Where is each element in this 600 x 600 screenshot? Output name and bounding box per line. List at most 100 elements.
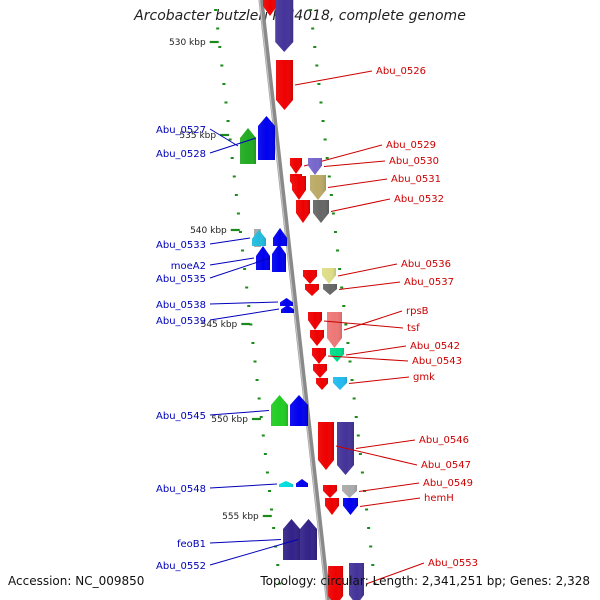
forward-gene-abu-0529 <box>290 158 302 174</box>
kbp-tick-label: 545 kbp <box>201 320 238 330</box>
minor-forward-gene-8 <box>323 485 337 498</box>
forward-gene-tsf-shade <box>308 312 322 330</box>
reverse-gene-label-abu-0528: Abu_0528 <box>156 149 206 160</box>
backbone-highlight <box>258 0 328 600</box>
forward-gene-abu-0526 <box>276 60 293 110</box>
forward-gene-rpsb <box>327 312 342 348</box>
forward-gene-tsf <box>308 312 322 330</box>
minor-reverse-gene-1-shade <box>290 395 308 426</box>
minor-forward-gene-7-shade <box>316 378 328 390</box>
gene-label-line <box>209 539 299 566</box>
forward-gene-gmk-shade <box>333 377 347 390</box>
map-title: Arcobacter butzleri RM4018, complete gen… <box>134 8 466 24</box>
reverse-gene-abu-0539-shade <box>281 305 294 313</box>
forward-gene-label-abu-0553: Abu_0553 <box>428 558 478 569</box>
reverse-gene-abu-0533 <box>252 230 266 246</box>
minor-reverse-gene-2-shade <box>296 479 308 487</box>
forward-gene-label-abu-0529: Abu_0529 <box>386 140 436 151</box>
reverse-gene-abu-0548-shade <box>279 481 293 487</box>
kbp-tick-label: 535 kbp <box>179 131 216 141</box>
partial-gene-bottom-red-shade <box>328 566 344 600</box>
kbp-tick-label: 530 kbp <box>169 38 206 48</box>
minor-forward-gene-9 <box>325 498 339 515</box>
gene-label-line <box>335 445 418 466</box>
minor-forward-gene-7 <box>316 378 328 390</box>
reverse-gene-label-abu-0548: Abu_0548 <box>156 484 206 495</box>
gene-label-line <box>209 301 279 305</box>
forward-gene-abu-0542 <box>330 348 344 362</box>
reverse-gene-label-abu-0538: Abu_0538 <box>156 300 206 311</box>
reverse-gene-abu-0548 <box>279 481 293 487</box>
genome-summary-label: Topology: circular; Length: 2,341,251 bp… <box>260 574 590 588</box>
forward-gene-abu-0532-shade <box>313 200 329 223</box>
gene-label-line <box>348 376 410 384</box>
forward-gene-abu-0547-shade <box>318 422 334 470</box>
gene-label-line <box>209 128 239 147</box>
minor-forward-gene-4-shade <box>305 284 319 296</box>
gene-label-line <box>345 345 407 356</box>
reverse-gene-label-abu-0545: Abu_0545 <box>156 411 206 422</box>
forward-gene-abu-0526-shade <box>276 60 293 110</box>
reverse-gene-label-abu-0533: Abu_0533 <box>156 240 206 251</box>
reverse-gene-abu-0538-shade <box>280 298 293 306</box>
gene-label-line <box>323 160 386 167</box>
gene-label-line <box>209 410 270 416</box>
minor-forward-gene-6-shade <box>313 364 327 378</box>
partial-gene-top-purple-shade <box>275 0 294 52</box>
reverse-gene-abu-0538 <box>280 298 293 306</box>
minor-reverse-gene-2 <box>296 479 308 487</box>
forward-gene-label-abu-0526: Abu_0526 <box>376 66 426 77</box>
forward-gene-label-abu-0549: Abu_0549 <box>423 478 473 489</box>
forward-gene-label-tsf: tsf <box>407 323 420 334</box>
minor-forward-gene-3-shade <box>303 270 317 284</box>
tick-tracks <box>214 9 377 585</box>
reverse-gene-label-feob1: feoB1 <box>177 539 206 550</box>
forward-gene-abu-0537 <box>323 284 337 295</box>
forward-gene-abu-0536-shade <box>322 268 336 284</box>
reverse-gene-label-abu-0535: Abu_0535 <box>156 274 206 285</box>
reverse-gene-abu-0552 <box>300 519 317 560</box>
forward-gene-abu-0553-shade <box>349 563 364 600</box>
forward-gene-abu-0530 <box>308 158 322 175</box>
gene-label-line <box>338 281 401 290</box>
forward-gene-abu-0537-shade <box>323 284 337 295</box>
forward-gene-hemh-shade <box>343 498 358 515</box>
gene-label-line <box>323 320 404 329</box>
reverse-gene-abu-0527 <box>240 128 256 164</box>
reverse-gene-moea2 <box>256 246 270 270</box>
gene-label-line <box>294 70 373 86</box>
minor-forward-gene-2-shade <box>296 200 310 223</box>
forward-gene-label-abu-0536: Abu_0536 <box>401 259 451 270</box>
accession-label: Accession: NC_009850 <box>8 574 145 588</box>
forward-gene-label-abu-0531: Abu_0531 <box>391 174 441 185</box>
forward-gene-abu-0529-shade <box>290 158 302 174</box>
gene-label-line <box>359 497 421 507</box>
minor-forward-gene-5-shade <box>310 330 324 346</box>
minor-forward-gene-9-shade <box>325 498 339 515</box>
reverse-gene-abu-0535 <box>272 244 286 272</box>
forward-gene-label-abu-0543: Abu_0543 <box>412 356 462 367</box>
gene-label-line <box>209 257 271 279</box>
forward-gene-abu-0553 <box>349 563 364 600</box>
minor-reverse-gene-1 <box>290 395 308 426</box>
reverse-gene-abu-0545-shade <box>271 395 288 426</box>
gene-label-line <box>209 257 255 266</box>
forward-gene-abu-0549-shade <box>342 485 357 498</box>
kbp-tick-label: 540 kbp <box>190 226 227 236</box>
gene-label-line <box>343 310 403 331</box>
gene-label-line <box>209 539 282 544</box>
reverse-gene-abu-0539 <box>281 305 294 313</box>
gene-label-line <box>327 355 409 362</box>
forward-gene-rpsb-shade <box>327 312 342 348</box>
forward-gene-hemh <box>343 498 358 515</box>
gene-label-line <box>337 263 398 277</box>
reverse-gene-abu-0528 <box>258 116 275 160</box>
minor-forward-gene-8-shade <box>323 485 337 498</box>
forward-gene-abu-0549 <box>342 485 357 498</box>
gene-label-line <box>365 562 425 585</box>
forward-gene-label-hemh: hemH <box>424 493 454 504</box>
reverse-gene-label-abu-0527: Abu_0527 <box>156 125 206 136</box>
gene-label-line <box>209 308 280 321</box>
forward-gene-abu-0532 <box>313 200 329 223</box>
